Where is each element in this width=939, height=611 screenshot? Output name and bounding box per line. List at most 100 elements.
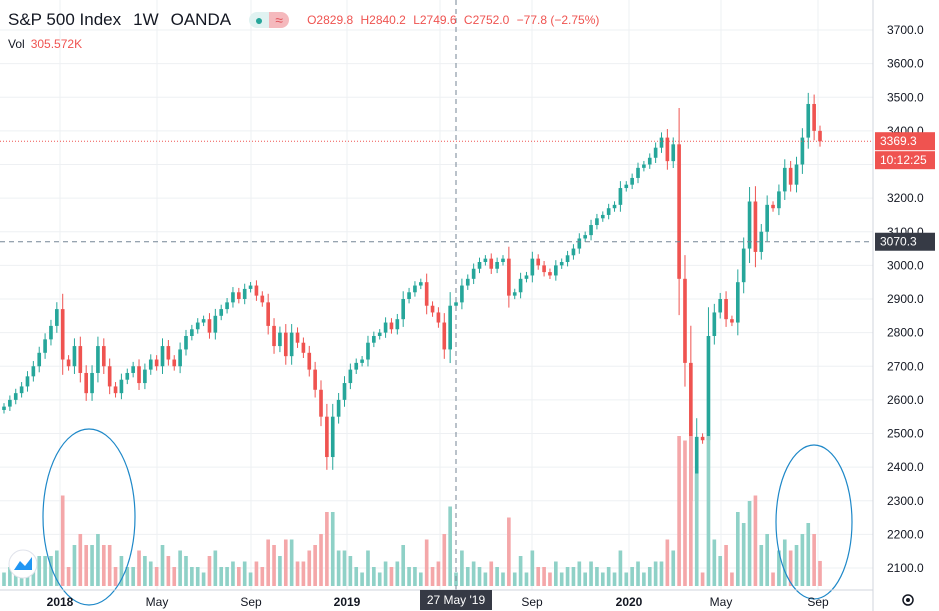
candle-body xyxy=(777,191,781,209)
volume-bar xyxy=(595,567,599,586)
volume-bar xyxy=(96,534,100,586)
candle-body xyxy=(554,265,558,276)
symbol-title[interactable]: S&P 500 Index xyxy=(8,10,122,29)
volume-bar xyxy=(448,506,452,586)
low-value: 2749.6 xyxy=(419,13,457,27)
candle-body xyxy=(724,299,728,320)
volume-bar xyxy=(689,436,693,586)
candle-body xyxy=(330,416,335,458)
crosshair-date-label: 27 May '19 xyxy=(427,593,486,607)
candle-body xyxy=(366,342,370,360)
volume-bar xyxy=(735,512,740,586)
low-label: L xyxy=(413,13,420,27)
candle-body xyxy=(542,265,546,273)
gear-hub xyxy=(906,598,910,602)
volume-bar xyxy=(190,567,194,586)
volume-bar xyxy=(777,550,781,586)
candle-body xyxy=(348,369,353,384)
x-tick-label: May xyxy=(146,595,169,609)
volume-bar xyxy=(771,572,775,586)
volume-bar xyxy=(706,436,711,586)
volume-bar xyxy=(272,545,276,586)
volume-bar xyxy=(653,561,658,586)
candle-body xyxy=(806,103,811,138)
volume-bar xyxy=(137,550,141,586)
open-label: O xyxy=(307,13,317,27)
candle-body xyxy=(501,258,505,263)
candle-body xyxy=(671,144,676,162)
volume-bar xyxy=(630,567,634,586)
y-tick-label: 3500.0 xyxy=(887,90,924,104)
candle-body xyxy=(618,188,623,205)
candle-body xyxy=(231,292,235,303)
volume-bar xyxy=(377,572,382,586)
volume-bar xyxy=(78,534,83,586)
volume-bar xyxy=(577,561,582,586)
volume-bar xyxy=(671,550,676,586)
candle-body xyxy=(536,258,541,266)
y-tick-label: 2500.0 xyxy=(887,427,924,441)
candle-body xyxy=(237,292,241,299)
tradingview-logo-icon[interactable] xyxy=(8,549,38,579)
candle-body xyxy=(647,157,652,165)
volume-bar xyxy=(600,572,605,586)
volume-bar xyxy=(2,572,6,586)
candle-body xyxy=(107,366,112,387)
candle-body xyxy=(96,346,100,373)
change-value: −77.8 (−2.75%) xyxy=(516,13,600,27)
compare-wave-icon[interactable]: ≈ xyxy=(269,12,290,28)
candle-body xyxy=(307,352,312,370)
candle-body xyxy=(219,309,224,316)
eye-dot-icon[interactable]: ● xyxy=(249,12,270,28)
candle-body xyxy=(524,275,529,279)
candle-body xyxy=(430,305,435,313)
source-label: OANDA xyxy=(170,10,232,29)
candle-body xyxy=(295,332,300,343)
candle-body xyxy=(706,335,711,441)
volume-bar xyxy=(501,572,505,586)
volume-bar xyxy=(413,567,417,586)
timeframe-label[interactable]: 1W xyxy=(133,10,159,29)
volume-bar xyxy=(477,567,482,586)
candle-body xyxy=(794,164,799,185)
volume-bar xyxy=(759,545,764,586)
candle-body xyxy=(201,319,206,323)
candle-body xyxy=(606,208,611,215)
candle-body xyxy=(301,342,306,353)
candle-body xyxy=(589,225,593,236)
candle-body xyxy=(741,248,746,283)
volume-bar xyxy=(289,539,294,586)
volume-bar xyxy=(313,545,317,586)
volume-bar xyxy=(536,567,541,586)
volume-bar xyxy=(659,561,664,586)
volume-bar xyxy=(800,534,805,586)
volume-bar xyxy=(125,567,130,586)
candle-body xyxy=(571,248,576,256)
candle-body xyxy=(25,376,30,387)
volume-bar xyxy=(207,556,212,586)
settings-gear-icon[interactable] xyxy=(902,594,914,606)
ohlc-readout: O2829.8 H2840.2 L2749.6 C2752.0 −77.8 (−… xyxy=(307,13,599,27)
candle-body xyxy=(636,167,640,178)
candle-body xyxy=(31,366,36,377)
volume-bar xyxy=(782,539,787,586)
volume-bar xyxy=(471,561,476,586)
candle-body xyxy=(800,137,805,165)
y-tick-label: 2400.0 xyxy=(887,460,924,474)
y-tick-label: 2100.0 xyxy=(887,561,924,575)
volume-bar xyxy=(812,534,816,586)
volume-bar xyxy=(225,567,229,586)
candle-body xyxy=(342,383,347,400)
volume-bar xyxy=(730,572,734,586)
volume-bar xyxy=(372,567,376,586)
candle-body xyxy=(642,164,646,168)
volume-bar xyxy=(148,561,153,586)
gear-ring xyxy=(902,594,914,606)
volume-bar xyxy=(49,556,53,586)
volume-bar xyxy=(55,550,59,586)
high-value: 2840.2 xyxy=(369,13,406,27)
candle-body xyxy=(131,366,135,373)
annotation-ellipse xyxy=(42,428,136,606)
volume-bar xyxy=(407,567,411,586)
